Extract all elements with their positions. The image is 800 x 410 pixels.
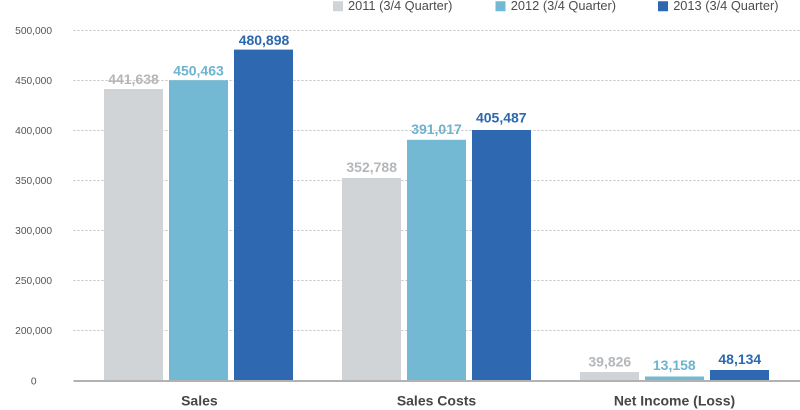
- svg-text:2012 (3/4 Quarter): 2012 (3/4 Quarter): [511, 0, 616, 13]
- svg-text:480,898: 480,898: [239, 32, 290, 48]
- svg-text:405,487: 405,487: [476, 110, 527, 126]
- svg-text:0: 0: [31, 377, 37, 388]
- svg-text:352,788: 352,788: [346, 159, 397, 175]
- svg-text:Sales Costs: Sales Costs: [397, 393, 477, 409]
- svg-text:200,000: 200,000: [15, 326, 52, 337]
- svg-text:13,158: 13,158: [653, 357, 696, 373]
- svg-text:2013 (3/4 Quarter): 2013 (3/4 Quarter): [673, 0, 778, 13]
- svg-text:450,000: 450,000: [15, 76, 52, 87]
- svg-text:391,017: 391,017: [411, 121, 462, 137]
- svg-text:300,000: 300,000: [15, 226, 52, 237]
- svg-text:48,134: 48,134: [718, 351, 761, 367]
- svg-text:500,000: 500,000: [15, 26, 52, 37]
- svg-text:400,000: 400,000: [15, 126, 52, 137]
- svg-text:450,463: 450,463: [173, 62, 224, 78]
- svg-text:39,826: 39,826: [588, 354, 631, 370]
- svg-text:250,000: 250,000: [15, 276, 52, 287]
- svg-text:2011 (3/4 Quarter): 2011 (3/4 Quarter): [348, 0, 452, 13]
- svg-text:Sales: Sales: [181, 393, 218, 409]
- svg-text:350,000: 350,000: [15, 176, 52, 187]
- svg-text:Net Income (Loss): Net Income (Loss): [614, 393, 735, 409]
- svg-text:441,638: 441,638: [108, 71, 159, 87]
